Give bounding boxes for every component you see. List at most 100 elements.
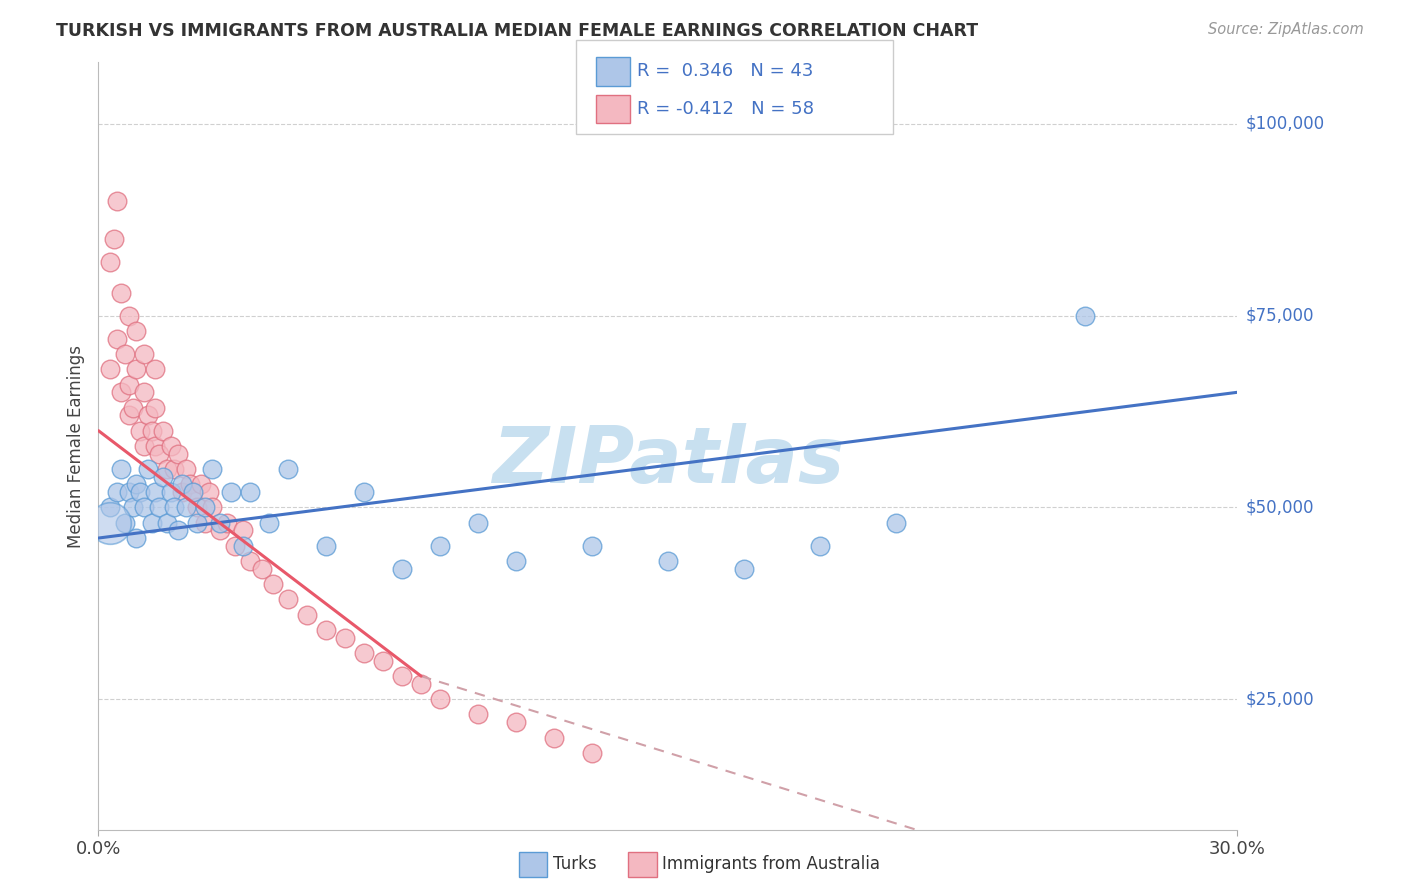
- Text: $100,000: $100,000: [1246, 115, 1324, 133]
- Point: [429, 539, 451, 553]
- Point: [110, 462, 132, 476]
- Point: [132, 500, 155, 515]
- Point: [103, 232, 125, 246]
- Point: [98, 255, 121, 269]
- Point: [118, 377, 141, 392]
- Point: [107, 194, 129, 208]
- Point: [107, 485, 129, 500]
- Point: [159, 485, 181, 500]
- Point: [152, 469, 174, 483]
- Point: [132, 347, 155, 361]
- Point: [224, 539, 246, 553]
- Point: [148, 500, 170, 515]
- Point: [183, 485, 205, 500]
- Point: [163, 500, 186, 515]
- Point: [170, 477, 193, 491]
- Text: $50,000: $50,000: [1246, 499, 1315, 516]
- Point: [232, 539, 254, 553]
- Point: [125, 324, 148, 338]
- Point: [136, 409, 159, 423]
- Point: [183, 485, 205, 500]
- Point: [174, 500, 197, 515]
- Text: R =  0.346   N = 43: R = 0.346 N = 43: [637, 62, 813, 80]
- Point: [277, 462, 299, 476]
- Text: R = -0.412   N = 58: R = -0.412 N = 58: [637, 100, 814, 118]
- Point: [121, 401, 143, 415]
- Point: [163, 462, 186, 476]
- Point: [277, 592, 299, 607]
- Point: [186, 516, 208, 530]
- Point: [129, 485, 152, 500]
- Point: [107, 332, 129, 346]
- Point: [581, 746, 603, 760]
- Point: [194, 500, 217, 515]
- Point: [145, 362, 167, 376]
- Point: [505, 554, 527, 568]
- Point: [221, 485, 243, 500]
- Point: [543, 731, 565, 745]
- Point: [170, 485, 193, 500]
- Point: [156, 516, 179, 530]
- Point: [335, 631, 357, 645]
- Point: [250, 562, 273, 576]
- Point: [201, 500, 224, 515]
- Point: [125, 362, 148, 376]
- Point: [174, 462, 197, 476]
- Point: [141, 424, 163, 438]
- Point: [98, 500, 121, 515]
- Point: [217, 516, 239, 530]
- Y-axis label: Median Female Earnings: Median Female Earnings: [67, 344, 86, 548]
- Point: [808, 539, 831, 553]
- Text: TURKISH VS IMMIGRANTS FROM AUSTRALIA MEDIAN FEMALE EARNINGS CORRELATION CHART: TURKISH VS IMMIGRANTS FROM AUSTRALIA MED…: [56, 22, 979, 40]
- Point: [179, 477, 201, 491]
- Text: $25,000: $25,000: [1246, 690, 1315, 708]
- Text: Source: ZipAtlas.com: Source: ZipAtlas.com: [1208, 22, 1364, 37]
- Point: [1074, 309, 1097, 323]
- Point: [315, 539, 337, 553]
- Point: [297, 607, 319, 622]
- Point: [156, 462, 179, 476]
- Point: [110, 285, 132, 300]
- Point: [581, 539, 603, 553]
- Point: [167, 447, 190, 461]
- Point: [114, 516, 136, 530]
- Point: [145, 485, 167, 500]
- Point: [145, 439, 167, 453]
- Point: [411, 677, 433, 691]
- Point: [371, 654, 394, 668]
- Point: [505, 715, 527, 730]
- Point: [194, 516, 217, 530]
- Point: [132, 439, 155, 453]
- Point: [145, 401, 167, 415]
- Point: [197, 485, 219, 500]
- Point: [167, 524, 190, 538]
- Point: [132, 385, 155, 400]
- Point: [353, 485, 375, 500]
- Point: [121, 500, 143, 515]
- Point: [98, 516, 121, 530]
- Point: [118, 309, 141, 323]
- Point: [467, 516, 489, 530]
- Point: [239, 554, 262, 568]
- Point: [259, 516, 281, 530]
- Point: [159, 439, 181, 453]
- Point: [429, 692, 451, 706]
- Text: $75,000: $75,000: [1246, 307, 1315, 325]
- Point: [152, 424, 174, 438]
- Point: [391, 669, 413, 683]
- Point: [110, 385, 132, 400]
- Point: [239, 485, 262, 500]
- Point: [186, 500, 208, 515]
- Point: [733, 562, 755, 576]
- Point: [208, 524, 231, 538]
- Point: [657, 554, 679, 568]
- Point: [125, 531, 148, 545]
- Point: [208, 516, 231, 530]
- Point: [190, 477, 212, 491]
- Point: [353, 646, 375, 660]
- Point: [129, 424, 152, 438]
- Point: [201, 462, 224, 476]
- Point: [148, 447, 170, 461]
- Point: [232, 524, 254, 538]
- Point: [884, 516, 907, 530]
